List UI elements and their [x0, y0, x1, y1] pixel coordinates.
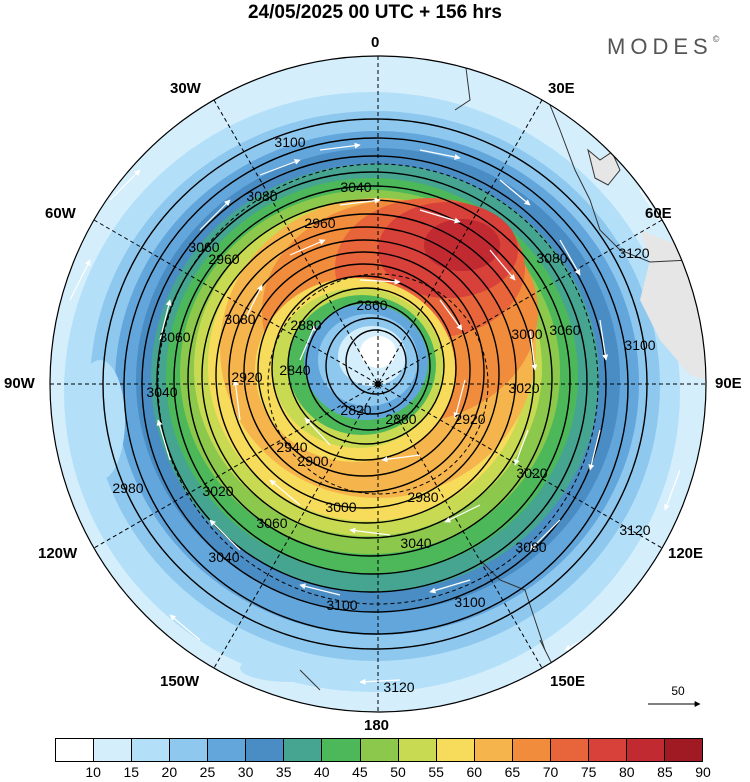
contour-label: 3120: [618, 245, 649, 261]
lon-label-60w: 60W: [45, 205, 76, 222]
brand-text: MODES: [607, 34, 713, 59]
lon-label-90w: 90W: [4, 375, 35, 392]
colorbar-swatch: [436, 739, 475, 761]
colorbar-swatch: [246, 739, 285, 761]
colorbar-swatch: [132, 739, 171, 761]
contour-label: 2880: [385, 411, 416, 427]
contour-label: 2940: [276, 439, 307, 455]
contour-label: 3060: [549, 322, 580, 338]
contour-label: 3120: [383, 679, 414, 695]
graticule: [50, 56, 706, 712]
lon-label-90e: 90E: [715, 375, 742, 392]
contour-label: 2980: [407, 489, 438, 505]
colorbar-swatch: [208, 739, 247, 761]
map-boundary: [49, 55, 707, 713]
contour-label: 3080: [515, 539, 546, 555]
colorbar-labels: 10 15 20 25 30 35 40 45 50 55 60 65 70 75 80 85 90: [55, 762, 710, 780]
colorbar-tick-label: 35: [275, 764, 292, 780]
colorbar-swatch: [588, 739, 627, 761]
copyright-mark: ©: [712, 33, 720, 44]
contour-label: 2860: [356, 297, 387, 313]
contour-label: 3060: [188, 239, 219, 255]
lon-label-0: 0: [371, 34, 380, 51]
map-title: 24/05/2025 00 UTC + 156 hrs: [247, 2, 503, 23]
colorbar-swatch: [56, 739, 95, 761]
contour-label: 2820: [340, 402, 371, 418]
lon-label-150e: 150E: [550, 673, 586, 690]
contour-label: 3100: [274, 134, 305, 150]
colorbar-tick-label: 30: [237, 764, 254, 780]
contour-label: 3060: [159, 329, 190, 345]
colorbar-tick-label: 20: [161, 764, 178, 780]
contour-label: 3060: [256, 515, 287, 531]
contour-label: 3040: [340, 179, 371, 195]
contour-label: 3020: [516, 465, 547, 481]
colorbar-tick-label: 65: [504, 764, 521, 780]
colorbar-swatch: [550, 739, 589, 761]
colorbar-tick-label: 90: [695, 764, 711, 780]
reference-vector-label: 50: [671, 684, 685, 698]
contour-label: 3100: [624, 337, 655, 353]
contour-label: 3080: [536, 250, 567, 266]
colorbar-tick-label: 55: [428, 764, 444, 780]
colorbar-swatch: [322, 739, 361, 761]
contour-label: 3020: [202, 483, 233, 499]
colorbar-tick-label: 60: [466, 764, 483, 780]
lon-label-120w: 120W: [38, 545, 78, 562]
lon-label-30e: 30E: [548, 80, 575, 97]
contour-label: 3100: [326, 597, 357, 613]
contour-label: 3080: [224, 311, 255, 327]
contour-label: 2900: [297, 453, 328, 469]
lon-label-150w: 150W: [160, 673, 200, 690]
colorbar-swatch: [665, 739, 703, 761]
colorbar: 10 15 20 25 30 35 40 45 50 55 60 65 70 75 80 85 90: [55, 738, 711, 780]
colorbar-tick-label: 45: [352, 764, 368, 780]
modes-logo: MODES©: [607, 34, 719, 60]
colorbar-tick-label: 10: [85, 764, 101, 780]
contour-label: 3040: [208, 549, 239, 565]
contour-label: 2920: [454, 411, 485, 427]
colorbar-tick-label: 80: [618, 764, 635, 780]
colorbar-swatch: [360, 739, 399, 761]
contour-label: 3040: [400, 535, 431, 551]
lon-label-180: 180: [364, 717, 390, 734]
colorbar-swatch: [170, 739, 209, 761]
colorbar-tick-label: 15: [123, 764, 140, 780]
contour-label: 3120: [619, 522, 650, 538]
colorbar-swatch: [474, 739, 513, 761]
contour-label: 3000: [511, 326, 542, 342]
colorbar-swatch: [398, 739, 437, 761]
contour-label: 3100: [454, 594, 485, 610]
colorbar-tick-label: 25: [199, 764, 216, 780]
colorbar-swatch: [94, 739, 133, 761]
colorbar-swatch: [512, 739, 551, 761]
lon-label-30w: 30W: [170, 80, 201, 97]
colorbar-swatch: [626, 739, 665, 761]
geopotential-contours: [102, 118, 648, 650]
contour-label: 2880: [290, 317, 321, 333]
contour-label: 2840: [279, 362, 310, 378]
contour-label: 3040: [146, 384, 177, 400]
contour-label: 3020: [508, 380, 539, 396]
colorbar-tick-label: 75: [580, 764, 597, 780]
contour-label: 3080: [246, 188, 277, 204]
colorbar-tick-label: 70: [542, 764, 559, 780]
colorbar-swatch: [284, 739, 323, 761]
colorbar-tick-label: 40: [314, 764, 330, 780]
contour-label: 2960: [208, 251, 239, 267]
lon-label-120e: 120E: [668, 545, 704, 562]
lon-label-60e: 60E: [645, 205, 672, 222]
colorbar-swatches: [55, 738, 703, 762]
contour-label: 2980: [112, 480, 143, 496]
contour-label: 3000: [325, 499, 356, 515]
colorbar-tick-label: 85: [657, 764, 673, 780]
contour-label: 2920: [231, 369, 262, 385]
colorbar-tick-label: 50: [390, 764, 406, 780]
north-pole-marker: [375, 381, 381, 387]
wind-speed-field: [50, 56, 706, 712]
contour-label: 2960: [304, 215, 335, 231]
